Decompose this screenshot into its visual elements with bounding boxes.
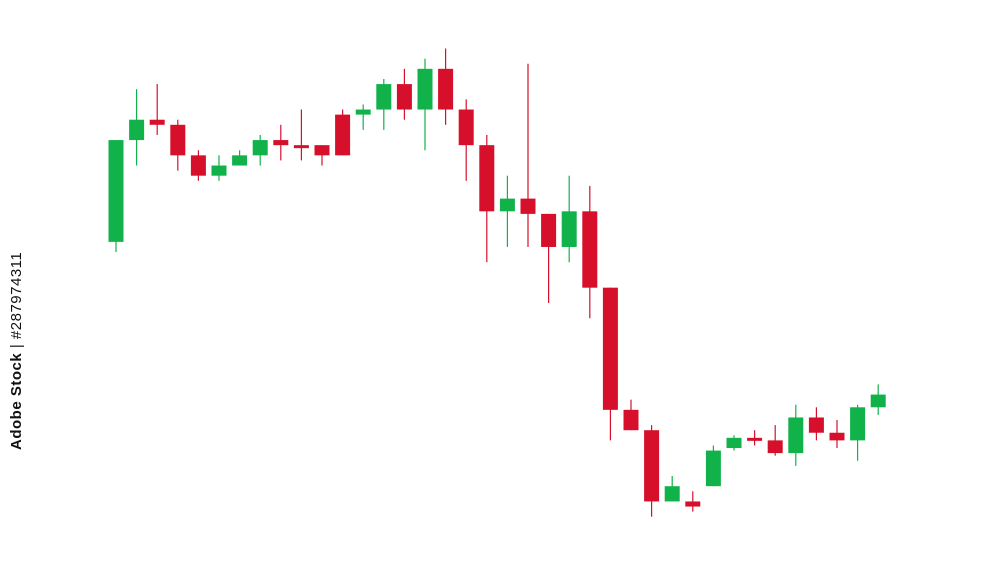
bullish-candle-body (664, 486, 680, 502)
bearish-candle-body (458, 109, 474, 146)
candle-4 (170, 119, 186, 171)
bullish-candle-body (726, 437, 742, 449)
candle-14 (376, 78, 392, 130)
bullish-candle-body (108, 140, 124, 242)
candle-30 (705, 445, 721, 487)
bullish-candle-body (499, 198, 515, 212)
candle-23 (561, 175, 577, 263)
candle-10 (293, 109, 309, 161)
bearish-candle-body (602, 287, 618, 410)
candle-11 (314, 145, 330, 166)
bearish-candle-body (479, 145, 495, 212)
bullish-candle-body (211, 165, 227, 176)
bearish-candle-body (644, 430, 660, 502)
candle-9 (273, 124, 289, 161)
candle-20 (499, 175, 515, 247)
bearish-candle-body (685, 501, 701, 507)
candle-19 (479, 134, 495, 263)
bearish-candle-body (808, 417, 824, 433)
candle-2 (129, 89, 145, 166)
candle-25 (602, 287, 618, 441)
stock-watermark-label: Adobe Stock | #287974311 (8, 252, 25, 450)
watermark-brand: Adobe Stock (8, 352, 25, 450)
bullish-candle-body (850, 407, 866, 441)
candle-12 (335, 109, 351, 156)
candle-17 (438, 48, 454, 125)
bullish-candle-body (355, 109, 371, 115)
bullish-candle-body (129, 119, 145, 141)
candle-26 (623, 399, 639, 431)
candle-36 (829, 420, 845, 449)
bearish-candle-body (335, 114, 351, 156)
candle-3 (149, 84, 165, 135)
bearish-candle-body (520, 198, 536, 214)
bullish-candle-body (705, 450, 721, 487)
candle-35 (808, 407, 824, 441)
candle-5 (190, 150, 206, 181)
bullish-candle-body (417, 68, 433, 110)
candle-37 (850, 404, 866, 461)
candle-28 (664, 476, 680, 502)
watermark-id: #287974311 (8, 251, 25, 340)
bearish-candle-body (747, 437, 763, 441)
candle-15 (396, 68, 412, 120)
bearish-candle-body (541, 213, 557, 247)
candle-21 (520, 63, 536, 247)
candle-6 (211, 155, 227, 181)
candle-34 (788, 404, 804, 466)
candle-8 (252, 134, 268, 166)
candle-29 (685, 491, 701, 512)
bearish-candle-body (190, 155, 206, 176)
candle-13 (355, 104, 371, 130)
watermark-separator: | (8, 339, 25, 353)
candle-32 (747, 430, 763, 446)
bearish-candle-body (293, 145, 309, 149)
candle-7 (232, 150, 248, 166)
bearish-candle-body (273, 140, 289, 146)
bearish-candle-body (767, 440, 783, 454)
bullish-candle-body (870, 394, 886, 408)
bullish-candle-body (252, 140, 268, 156)
candle-27 (644, 425, 660, 517)
bearish-candle-body (149, 119, 165, 125)
bullish-candle-body (376, 84, 392, 110)
bearish-candle-body (170, 124, 186, 156)
bearish-candle-body (314, 145, 330, 156)
candle-38 (870, 384, 886, 415)
candle-1 (108, 140, 124, 253)
bearish-candle-body (829, 432, 845, 441)
candle-18 (458, 99, 474, 181)
bullish-candle-body (232, 155, 248, 166)
candle-33 (767, 425, 783, 456)
candle-24 (582, 185, 598, 319)
candle-22 (541, 213, 557, 303)
bullish-candle-body (561, 211, 577, 247)
bearish-candle-body (438, 68, 454, 110)
candle-16 (417, 58, 433, 151)
bearish-candle-body (396, 84, 412, 110)
candle-31 (726, 435, 742, 451)
bearish-candle-body (582, 211, 598, 288)
bearish-candle-body (623, 409, 639, 431)
bullish-candle-body (788, 417, 804, 454)
